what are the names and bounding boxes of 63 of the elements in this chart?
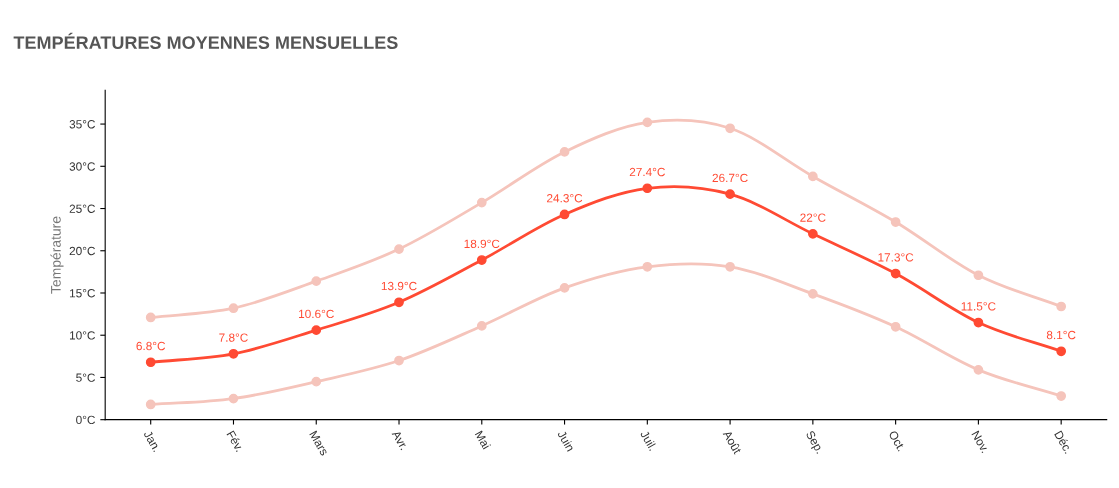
y-axis-title: Température <box>50 216 64 294</box>
x-tick-label: Jan. <box>143 429 161 453</box>
x-tick-label: Avr. <box>391 429 409 451</box>
y-tick-label: 20°C <box>69 246 96 256</box>
point <box>973 270 984 281</box>
point <box>476 255 487 265</box>
y-tick-label: 15°C <box>69 289 96 298</box>
point <box>394 297 404 308</box>
x-tick-label: Mai <box>474 430 491 450</box>
data-label: 8.1°C <box>1046 330 1076 340</box>
point <box>228 303 239 314</box>
point <box>725 261 735 272</box>
data-label: 7.8°C <box>219 333 248 342</box>
point <box>1056 391 1067 401</box>
y-tick-label: 5°C <box>76 373 96 382</box>
data-label: 13.9°C <box>381 281 417 291</box>
data-label: 6.8°C <box>136 341 166 351</box>
point <box>1056 301 1067 312</box>
point <box>807 171 818 182</box>
point <box>559 209 570 220</box>
data-label: 11.5°C <box>961 302 996 311</box>
point <box>890 321 901 332</box>
x-tick-label: Juin <box>557 429 575 452</box>
point <box>311 376 322 387</box>
data-label: 27.4°C <box>629 167 665 177</box>
data-label: 22°C <box>800 213 826 222</box>
y-tick-label: 0°C <box>76 415 96 425</box>
point <box>890 217 901 227</box>
data-label: 24.3°C <box>547 194 583 203</box>
point <box>807 229 818 239</box>
y-tick-label: 10°C <box>69 331 96 340</box>
data-label: 17.3°C <box>878 253 914 262</box>
point <box>725 123 735 134</box>
point <box>642 117 653 128</box>
point <box>145 399 156 410</box>
point <box>476 321 487 331</box>
x-tick-label: Juil. <box>639 429 658 451</box>
point <box>642 183 653 194</box>
point <box>973 364 984 375</box>
point <box>807 288 818 299</box>
point <box>725 189 735 200</box>
point <box>228 393 239 404</box>
point <box>394 355 404 366</box>
point <box>476 197 487 208</box>
data-label: 26.7°C <box>712 173 748 183</box>
y-tick-label: 30°C <box>69 162 96 171</box>
point <box>228 348 239 359</box>
y-tick-label: 35°C <box>69 120 96 129</box>
chart-title: TEMPÉRATURES MOYENNES MENSUELLES <box>13 32 398 49</box>
point <box>890 268 901 279</box>
point <box>145 357 156 368</box>
point <box>311 325 322 336</box>
point <box>394 244 404 254</box>
point <box>642 261 653 272</box>
point <box>145 312 156 323</box>
data-label: 10.6°C <box>299 309 334 319</box>
point <box>559 283 570 293</box>
point <box>559 147 570 157</box>
y-tick-label: 25°C <box>69 204 96 213</box>
point <box>311 276 322 287</box>
point <box>973 317 984 328</box>
data-label: 18.9°C <box>464 239 500 248</box>
point <box>1056 346 1067 357</box>
